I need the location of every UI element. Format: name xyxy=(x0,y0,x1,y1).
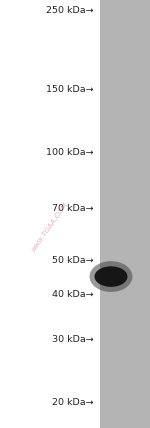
Text: 70 kDa→: 70 kDa→ xyxy=(52,204,94,213)
Text: 20 kDa→: 20 kDa→ xyxy=(52,398,94,407)
Text: 30 kDa→: 30 kDa→ xyxy=(52,335,94,344)
Text: 50 kDa→: 50 kDa→ xyxy=(52,256,94,265)
Text: 150 kDa→: 150 kDa→ xyxy=(46,86,94,95)
Text: www.TGAA.COM: www.TGAA.COM xyxy=(30,201,69,253)
Ellipse shape xyxy=(90,261,132,292)
Bar xyxy=(100,0,150,428)
Text: 250 kDa→: 250 kDa→ xyxy=(46,6,94,15)
Text: 40 kDa→: 40 kDa→ xyxy=(52,290,94,299)
Text: 100 kDa→: 100 kDa→ xyxy=(46,148,94,157)
Ellipse shape xyxy=(94,266,128,287)
